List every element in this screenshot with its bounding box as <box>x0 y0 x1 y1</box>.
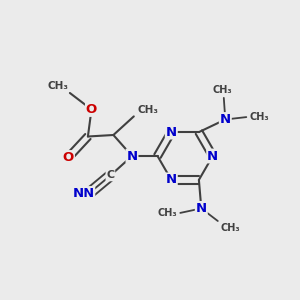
Text: O: O <box>86 103 97 116</box>
Text: N: N <box>72 187 83 200</box>
Text: N: N <box>83 187 94 200</box>
Text: CH₃: CH₃ <box>249 112 269 122</box>
Text: N: N <box>196 202 207 215</box>
Text: O: O <box>63 151 74 164</box>
Text: CH₃: CH₃ <box>137 105 158 115</box>
Text: N: N <box>220 113 231 126</box>
Text: N: N <box>166 126 177 139</box>
Text: CH₃: CH₃ <box>212 85 232 95</box>
Text: C: C <box>106 170 115 181</box>
Text: N: N <box>126 149 138 163</box>
Text: CH₃: CH₃ <box>220 223 240 232</box>
Text: N: N <box>207 149 218 163</box>
Text: CH₃: CH₃ <box>47 82 68 92</box>
Text: N: N <box>166 173 177 186</box>
Text: CH₃: CH₃ <box>158 208 177 218</box>
